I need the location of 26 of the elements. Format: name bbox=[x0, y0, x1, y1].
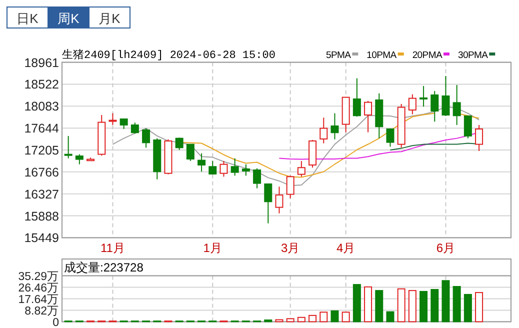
y-tick-label: 17.64万 bbox=[18, 293, 59, 306]
legend-label: 5PMA bbox=[326, 50, 352, 61]
y-tick-label: 15888 bbox=[24, 209, 60, 224]
x-tick-label: 4月 bbox=[336, 241, 356, 255]
y-tick-label: 16327 bbox=[24, 187, 60, 202]
y-tick-label: 26.46万 bbox=[18, 282, 59, 295]
tabs: 日K 周K 月K bbox=[6, 6, 130, 28]
legend-label: 20PMA bbox=[412, 50, 443, 61]
y-tick-label: 0 bbox=[52, 317, 59, 328]
y-tick-label: 35.29万 bbox=[18, 270, 59, 284]
y-tick-label: 18961 bbox=[24, 56, 60, 70]
y-tick-label: 17205 bbox=[24, 144, 60, 158]
y-tick-label: 15449 bbox=[24, 231, 60, 246]
x-tick-label: 3月 bbox=[280, 241, 300, 255]
legend-label: 30PMA bbox=[458, 50, 489, 61]
legend-label: 10PMA bbox=[366, 50, 398, 61]
y-tick-label: 16766 bbox=[24, 165, 60, 180]
y-tick-label: 18083 bbox=[24, 100, 60, 114]
x-tick-label: 6月 bbox=[436, 241, 456, 255]
y-tick-label: 18522 bbox=[24, 78, 60, 92]
chart-title: 成交量:223728 bbox=[64, 260, 144, 274]
x-tick-label: 1月 bbox=[203, 241, 222, 255]
chart-title: 生猪2409[lh2409] 2024-06-28 15:00 bbox=[62, 48, 276, 62]
y-tick-label: 17644 bbox=[24, 122, 60, 136]
x-tick-label: 11月 bbox=[100, 241, 125, 255]
y-tick-label: 8.82万 bbox=[24, 304, 59, 318]
